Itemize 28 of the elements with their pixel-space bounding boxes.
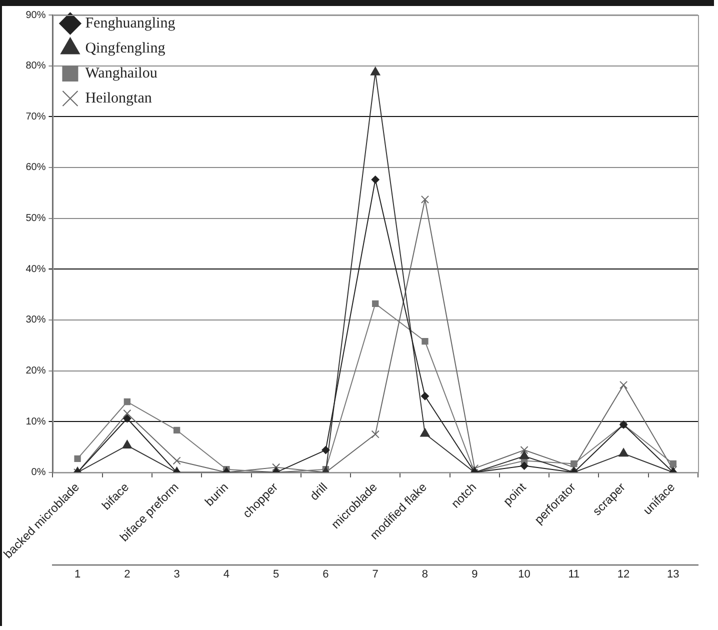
- x2-tick-label: 10: [518, 568, 530, 580]
- y-tick-label: 10%: [26, 416, 46, 428]
- x2-tick-label: 11: [568, 568, 580, 580]
- y-tick-label: 20%: [26, 366, 46, 376]
- y-tick-label: 70%: [26, 111, 46, 122]
- y-tick-label: 30%: [26, 314, 46, 326]
- x2-tick-label: 3: [174, 568, 180, 580]
- x2-tick-label: 8: [422, 568, 428, 580]
- legend-label: Heilongtan: [85, 90, 152, 106]
- x2-tick-label: 5: [273, 568, 280, 580]
- y-tick-label: 40%: [26, 264, 46, 275]
- y-tick-label: 80%: [26, 60, 46, 72]
- x2-tick-label: 1: [74, 568, 81, 580]
- x2-tick-label: 6: [322, 568, 329, 580]
- x2-tick-label: 9: [472, 568, 478, 580]
- y-tick-label: 60%: [26, 162, 46, 174]
- x2-tick-label: 7: [372, 568, 378, 580]
- x2-tick-label: 2: [124, 568, 130, 580]
- x2-tick-label: 12: [617, 568, 630, 580]
- legend-label: Fenghuangling: [85, 15, 176, 32]
- y-tick-label: 50%: [26, 213, 46, 224]
- x2-tick-label: 4: [223, 568, 230, 580]
- legend-label: Qingfengling: [85, 40, 166, 56]
- x2-tick-label: 13: [667, 568, 680, 580]
- y-tick-label: 0%: [31, 467, 46, 478]
- x-tick-label: drill: [307, 480, 330, 504]
- y-tick-label: 90%: [26, 10, 46, 21]
- legend-label: Wanghailou: [85, 65, 158, 82]
